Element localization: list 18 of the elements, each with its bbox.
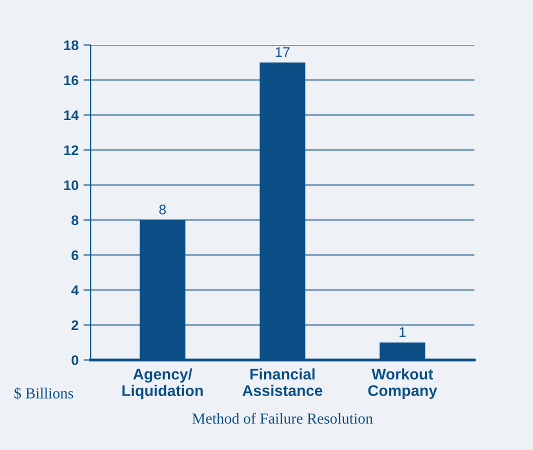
- y-tick-label: 8: [72, 215, 78, 226]
- x-tick-label: Financial Assistance: [242, 368, 322, 396]
- data-label: 8: [159, 204, 166, 214]
- y-tick-label: 14: [64, 110, 79, 120]
- data-label: 17: [276, 47, 290, 57]
- y-tick-label: 6: [72, 250, 78, 260]
- y-tick-label: 4: [71, 285, 79, 296]
- x-tick-label: Workout Company: [368, 368, 438, 400]
- x-tick-label: Agency/ Liquidation: [122, 368, 203, 400]
- y-axis-title: $ Billions: [14, 387, 74, 400]
- y-tick-label: 10: [64, 180, 78, 190]
- y-tick-label: 16: [64, 75, 78, 86]
- y-tick-label: 0: [72, 355, 78, 366]
- y-tick-label: 12: [64, 145, 78, 156]
- y-tick-label: 18: [64, 40, 78, 50]
- y-tick-label: 2: [72, 320, 78, 330]
- x-axis-title: Method of Failure Resolution: [192, 412, 373, 424]
- data-label: 1: [400, 327, 406, 337]
